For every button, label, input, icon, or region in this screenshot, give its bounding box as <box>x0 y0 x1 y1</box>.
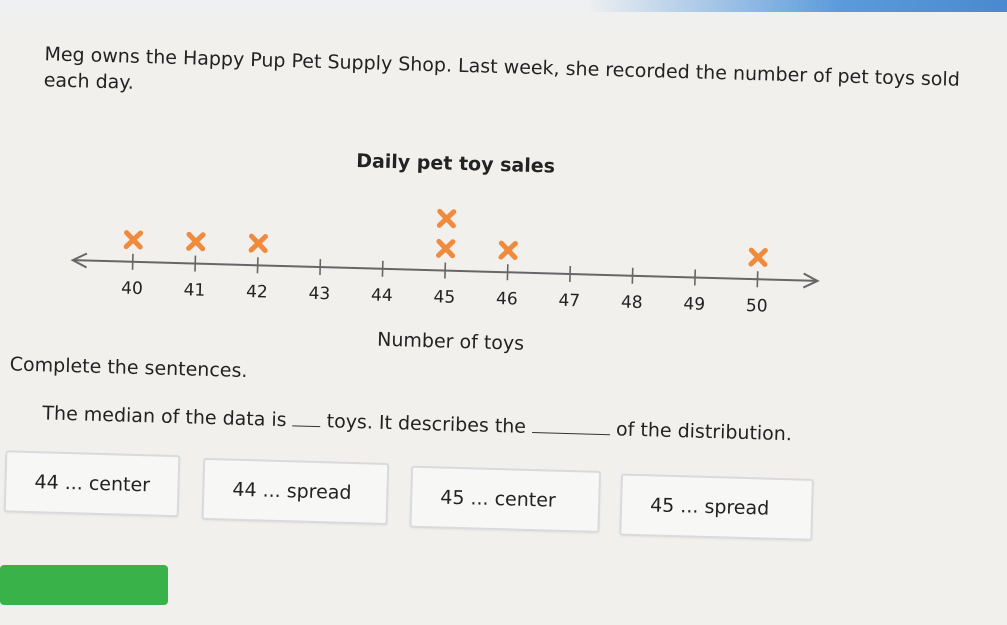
answer-option-4-label: 45 ... spread <box>650 494 770 519</box>
sentence-part-1: The median of the data is <box>42 402 293 431</box>
tick-label: 42 <box>246 282 268 303</box>
data-point-x-mark <box>439 211 453 225</box>
data-point-x-mark <box>126 233 140 247</box>
answer-option-1-label: 44 ... center <box>34 471 150 496</box>
data-point-x-mark <box>501 243 515 257</box>
submit-button[interactable] <box>0 565 168 605</box>
answer-option-4[interactable]: 45 ... spread <box>619 474 814 541</box>
tick-label: 48 <box>621 292 643 313</box>
header-accent-bar <box>587 0 1007 12</box>
question-intro: Meg owns the Happy Pup Pet Supply Shop. … <box>43 41 984 119</box>
sentence-part-2: toys. It describes the <box>320 410 532 438</box>
tick-label: 49 <box>683 294 705 315</box>
data-point-x-mark <box>439 241 453 255</box>
tick-label: 41 <box>183 280 205 301</box>
data-point-x-mark <box>189 234 203 248</box>
answer-option-3[interactable]: 45 ... center <box>409 466 601 533</box>
answer-option-2-label: 44 ... spread <box>232 479 352 504</box>
data-point-x-mark <box>751 250 765 264</box>
answer-option-1[interactable]: 44 ... center <box>4 450 181 517</box>
blank-1 <box>292 407 321 427</box>
sentence: The median of the data is toys. It descr… <box>42 399 922 452</box>
data-point-x-mark <box>251 236 265 250</box>
dot-plot-svg: 40 41 42 43 44 45 46 47 48 49 50 <box>61 142 856 344</box>
tick-label: 47 <box>558 291 580 312</box>
tick-label: 50 <box>746 296 768 317</box>
tick-label: 43 <box>308 284 330 305</box>
blank-2 <box>532 414 611 435</box>
tick-label: 44 <box>371 285 393 306</box>
sentence-part-3: of the distribution. <box>610 418 792 445</box>
answer-option-2[interactable]: 44 ... spread <box>202 458 390 525</box>
tick-label: 40 <box>121 278 143 299</box>
answer-option-3-label: 45 ... center <box>440 486 556 511</box>
tick-label: 46 <box>496 289 518 310</box>
tick-label: 45 <box>433 287 455 308</box>
